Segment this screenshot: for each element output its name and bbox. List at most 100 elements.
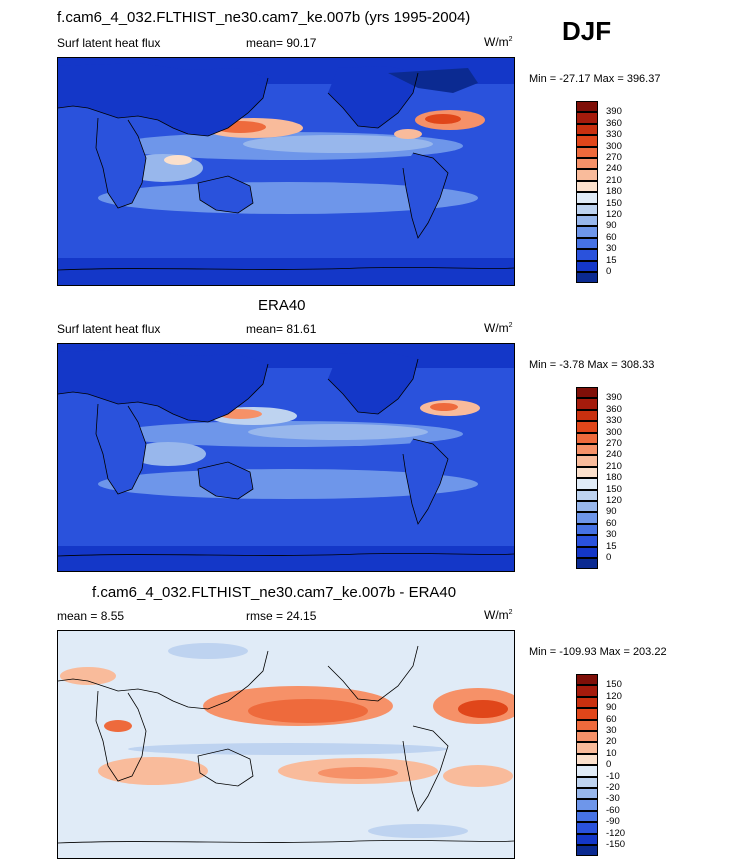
- panel3-colorbar-label: -150: [606, 839, 626, 850]
- panel2-colorbar-label: 270: [606, 438, 622, 449]
- panel3-colorbar-box: [576, 719, 598, 731]
- panel3-colorbar-box: [576, 708, 598, 720]
- panel2-colorbar-label: 30: [606, 529, 617, 541]
- panel1-title: f.cam6_4_032.FLTHIST_ne30.cam7_ke.007b (…: [57, 9, 471, 26]
- panel2-colorbar-label: 15: [606, 540, 617, 552]
- panel2-colorbar-label: 210: [606, 460, 622, 472]
- panel2-colorbar-label: 360: [606, 403, 622, 415]
- panel2-units: W/m2: [484, 321, 513, 335]
- panel3-colorbar-box: [576, 776, 598, 788]
- panel1-colorbar-label: 300: [606, 140, 622, 152]
- panel1-colorbar-label: 0: [606, 266, 612, 277]
- panel3-colorbar-label: 10: [606, 747, 617, 759]
- panel2-colorbar-box: [576, 387, 598, 399]
- panel1-colorbar-box: [576, 146, 598, 158]
- panel1-colorbar: 390 360 330 300 270 240 210 180 150 120 …: [576, 101, 636, 284]
- panel2-colorbar-box: [576, 489, 598, 501]
- panel1-colorbar-label: 90: [606, 220, 617, 232]
- panel2-mean-label: mean= 81.61: [246, 322, 317, 336]
- panel1-colorbar-label: 180: [606, 186, 622, 198]
- panel2-colorbar-box: [576, 478, 598, 490]
- panel3-colorbar-label: -120: [606, 827, 626, 839]
- panel1-colorbar-box: [576, 192, 598, 204]
- panel1-colorbar-box: [576, 203, 598, 215]
- panel2-colorbar-box: [576, 398, 598, 410]
- panel1-field-label: Surf latent heat flux: [57, 36, 161, 50]
- panel3-colorbar-label: 0: [606, 759, 612, 771]
- panel2-colorbar-box: [576, 444, 598, 456]
- panel3-units: W/m2: [484, 608, 513, 622]
- panel3-colorbar-label: -60: [606, 804, 620, 816]
- panel1-colorbar-box: [576, 249, 598, 261]
- panel2-colorbar-box: [576, 558, 598, 570]
- panel2-map-field: [58, 344, 514, 571]
- panel2-colorbar-box: [576, 455, 598, 467]
- panel3-colorbar-label: -30: [606, 793, 620, 805]
- panel2-colorbar-label: 0: [606, 552, 612, 563]
- panel3-colorbar-label: 90: [606, 702, 617, 714]
- panel1-map: [57, 57, 515, 286]
- panel2-colorbar: 390 360 330 300 270 240 210 180 150 120 …: [576, 387, 636, 570]
- panel1-colorbar-label: 270: [606, 152, 622, 163]
- panel2-colorbar-box: [576, 535, 598, 547]
- panel3-colorbar-label: -90: [606, 816, 620, 828]
- panel1-colorbar-box: [576, 135, 598, 147]
- panel3-colorbar-box: [576, 799, 598, 811]
- panel1-colorbar-label: 15: [606, 254, 617, 266]
- panel1-colorbar-label: 150: [606, 197, 622, 209]
- panel3-colorbar-box: [576, 685, 598, 697]
- panel1-colorbar-box: [576, 215, 598, 227]
- panel1-colorbar-label: 30: [606, 243, 617, 255]
- panel1-units: W/m2: [484, 35, 513, 49]
- panel2-colorbar-box: [576, 466, 598, 479]
- panel3-rmse-label: rmse = 24.15: [246, 609, 317, 623]
- panel3-colorbar-box: [576, 822, 598, 834]
- panel1-colorbar-label: 390: [606, 106, 622, 118]
- panel3-colorbar-box: [576, 833, 598, 845]
- panel1-map-field: [58, 58, 514, 285]
- panel3-colorbar-label: -10: [606, 770, 620, 782]
- panel2-colorbar-label: 90: [606, 506, 617, 518]
- panel3-colorbar: 150 120 90 60 30 20 10 0 -10 -20 -30 -60…: [576, 674, 636, 857]
- panel3-colorbar-label: 120: [606, 690, 622, 702]
- panel3-colorbar-box: [576, 788, 598, 800]
- panel2-colorbar-label: 120: [606, 495, 622, 506]
- panel3-map: [57, 630, 515, 859]
- panel2-colorbar-label: 60: [606, 517, 617, 529]
- panel3-colorbar-label: 30: [606, 725, 617, 736]
- panel2-field-label: Surf latent heat flux: [57, 322, 161, 336]
- panel2-colorbar-label: 300: [606, 426, 622, 438]
- panel1-minmax: Min = -27.17 Max = 396.37: [529, 73, 661, 85]
- panel1-colorbar-box: [576, 123, 598, 136]
- panel3-colorbar-label: 150: [606, 679, 622, 691]
- panel2-colorbar-label: 330: [606, 415, 622, 427]
- panel2-minmax: Min = -3.78 Max = 308.33: [529, 359, 655, 371]
- panel1-colorbar-box: [576, 158, 598, 170]
- panel3-colorbar-box: [576, 753, 598, 766]
- panel2-colorbar-box: [576, 409, 598, 422]
- panel2-colorbar-label: 390: [606, 392, 622, 404]
- panel3-colorbar-label: -20: [606, 782, 620, 793]
- panel3-map-field: [58, 631, 514, 858]
- panel1-colorbar-label: 120: [606, 209, 622, 220]
- panel3-colorbar-label: 60: [606, 713, 617, 725]
- panel1-colorbar-label: 60: [606, 231, 617, 243]
- panel1-colorbar-label: 360: [606, 117, 622, 129]
- panel3-title: f.cam6_4_032.FLTHIST_ne30.cam7_ke.007b -…: [92, 584, 457, 601]
- panel3-colorbar-box: [576, 845, 598, 857]
- panel1-colorbar-box: [576, 237, 598, 250]
- panel2-colorbar-box: [576, 546, 598, 558]
- season-label: DJF: [562, 16, 612, 46]
- panel3-colorbar-box: [576, 674, 598, 686]
- panel2-colorbar-label: 150: [606, 483, 622, 495]
- panel3-colorbar-box: [576, 742, 598, 754]
- panel1-colorbar-label: 240: [606, 163, 622, 175]
- panel2-colorbar-label: 240: [606, 449, 622, 461]
- panel2-map: [57, 343, 515, 572]
- panel3-colorbar-label: 20: [606, 736, 617, 748]
- panel2-colorbar-box: [576, 523, 598, 536]
- panel3-mean-label: mean = 8.55: [57, 609, 125, 623]
- panel2-colorbar-box: [576, 432, 598, 444]
- panel3-colorbar-box: [576, 765, 598, 777]
- panel1-colorbar-box: [576, 112, 598, 124]
